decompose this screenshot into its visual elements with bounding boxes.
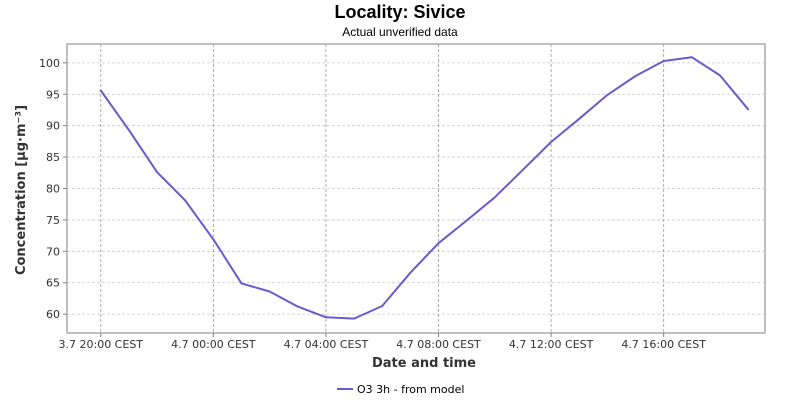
y-tick-label: 65 xyxy=(46,277,60,290)
y-tick-label: 85 xyxy=(46,151,60,164)
x-tick-label: 4.7 12:00 CEST xyxy=(509,338,594,351)
x-tick-label: 3.7 20:00 CEST xyxy=(59,338,144,351)
plot-area xyxy=(66,43,766,334)
y-axis-label: Concentration [µg·m⁻³] xyxy=(14,105,29,275)
x-axis-label: Date and time xyxy=(372,356,476,371)
y-tick-label: 100 xyxy=(39,57,60,70)
horizontal-gridlines xyxy=(67,62,765,315)
y-tick-label: 75 xyxy=(46,214,60,227)
y-tick-label: 90 xyxy=(46,120,60,133)
vertical-gridlines xyxy=(100,44,665,333)
x-axis-ticks: 3.7 20:00 CEST 4.7 00:00 CEST 4.7 04:00 CE… xyxy=(59,333,706,351)
y-tick-label: 80 xyxy=(46,183,60,196)
y-tick-label: 70 xyxy=(46,245,60,258)
x-tick-label: 4.7 04:00 CEST xyxy=(284,338,369,351)
y-tick-label: 95 xyxy=(46,88,60,101)
x-tick-label: 4.7 16:00 CEST xyxy=(621,338,706,351)
x-tick-label: 4.7 08:00 CEST xyxy=(396,338,481,351)
legend: O3 3h - from model xyxy=(337,383,464,396)
y-tick-label: 60 xyxy=(46,308,60,321)
legend-label-o3: O3 3h - from model xyxy=(357,383,464,396)
series-layer xyxy=(99,56,750,320)
series-line-o3 xyxy=(99,56,750,320)
x-tick-label: 4.7 00:00 CEST xyxy=(171,338,256,351)
chart-title: Locality: Sivice xyxy=(334,2,465,22)
y-axis-ticks: 60 65 70 75 80 85 90 95 100 xyxy=(39,57,67,321)
chart-subtitle: Actual unverified data xyxy=(342,25,458,39)
